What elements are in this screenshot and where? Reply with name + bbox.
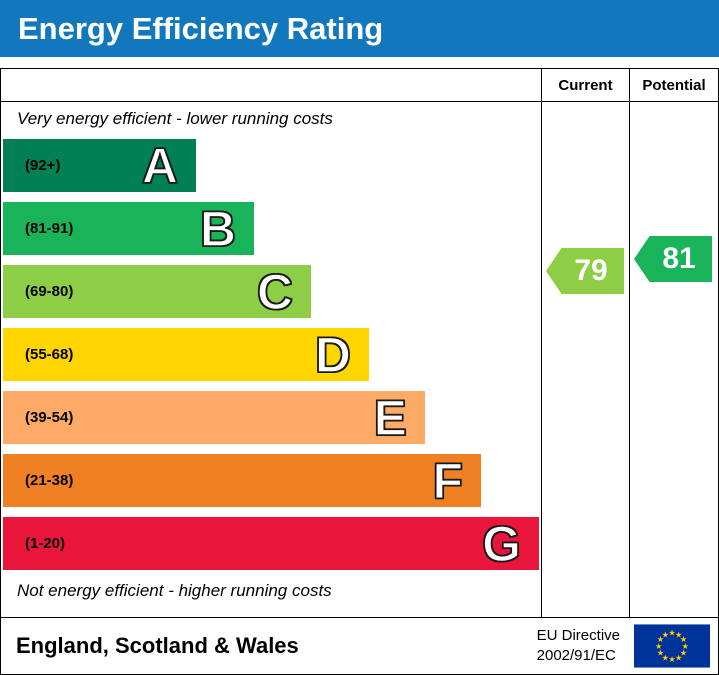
band-letter: B [199,200,237,257]
band-d: (55-68) D [3,328,369,381]
band-range-label: (1-20) [25,535,66,552]
band-letter: G [481,515,521,572]
band-f: (21-38) F [3,454,481,507]
eu-flag-icon: ★ ★ ★ ★ ★ ★ ★ ★ ★ ★ ★ ★ [634,624,710,668]
band-range-label: (55-68) [25,346,74,363]
band-g: (1-20) G [3,517,539,570]
eu-directive-line2: 2002/91/EC [536,647,616,664]
band-e: (39-54) E [3,391,425,444]
band-range-label: (81-91) [25,220,74,237]
rating-table: Current Potential Very energy efficient … [0,68,719,618]
svg-text:★: ★ [668,654,675,664]
svg-text:★: ★ [657,634,664,644]
current-rating-value: 79 [574,254,608,287]
potential-rating-arrow: 81 [634,236,712,282]
eu-directive-label: EU Directive 2002/91/EC [537,626,620,667]
region-label: England, Scotland & Wales [16,633,299,658]
band-c: (69-80) C [3,265,311,318]
svg-text:★: ★ [675,629,682,639]
svg-text:★: ★ [682,641,689,651]
svg-text:★: ★ [668,628,675,638]
current-column-divider [541,69,542,617]
potential-column-divider [629,69,630,617]
bottom-note: Not energy efficient - higher running co… [17,581,332,600]
svg-text:★: ★ [680,634,687,644]
band-letter: C [256,263,294,320]
band-a: (92+) A [3,139,196,192]
svg-text:★: ★ [662,629,669,639]
band-range-label: (69-80) [25,283,74,300]
footer: England, Scotland & Wales EU Directive 2… [0,617,719,675]
svg-text:★: ★ [680,648,687,658]
band-range-label: (39-54) [25,409,74,426]
bands: (92+) A (81-91) B (69-80) C (55-68) D (39-54) E (2… [3,69,718,617]
eu-directive-line1: EU Directive [536,626,620,644]
potential-rating-value: 81 [662,242,696,275]
top-note: Very energy efficient - lower running co… [17,109,333,128]
svg-text:★: ★ [655,641,662,651]
svg-text:★: ★ [657,648,664,658]
potential-column-header: Potential [642,76,706,94]
band-letter: F [432,452,464,509]
band-letter: E [373,389,408,446]
band-b: (81-91) B [3,202,254,255]
current-rating-arrow: 79 [546,248,624,294]
band-letter: D [314,326,352,383]
page-title: Energy Efficiency Rating [18,11,384,46]
band-range-label: (92+) [25,157,61,174]
band-range-label: (21-38) [25,472,74,489]
svg-text:★: ★ [662,652,669,662]
header-row-divider [1,101,718,102]
title-bar: Energy Efficiency Rating [0,0,719,57]
current-column-header: Current [558,76,613,94]
band-letter: A [141,137,179,194]
svg-text:★: ★ [675,652,682,662]
